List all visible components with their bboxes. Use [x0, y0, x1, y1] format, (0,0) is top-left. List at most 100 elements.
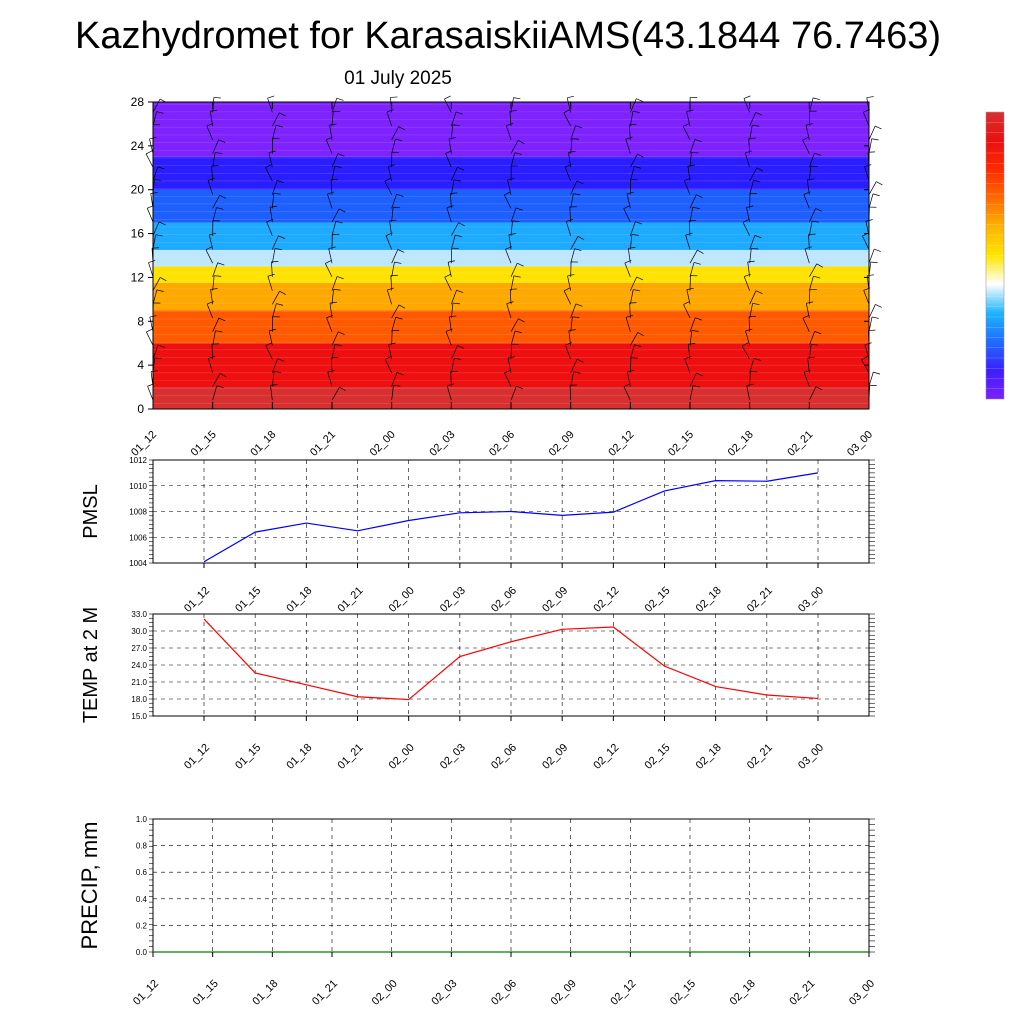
wind-barb: [565, 221, 572, 236]
x-tick-label: 01_18: [284, 585, 314, 615]
wind-barb: [749, 124, 753, 140]
wind-barb: [808, 220, 813, 236]
wind-barb-flag: [574, 248, 582, 251]
wind-barb: [809, 152, 815, 168]
wind-barb: [689, 385, 694, 401]
wind-barb-flag: [393, 206, 401, 209]
wind-barb: [510, 207, 517, 223]
wind-barb: [809, 331, 815, 346]
wind-barb-flag: [753, 358, 761, 361]
wind-barb: [391, 249, 399, 264]
wind-barb-flag: [329, 301, 337, 304]
wind-barb-flag: [452, 124, 460, 126]
wind-barb: [627, 371, 631, 387]
wind-barb: [630, 98, 637, 113]
wind-barb-flag: [333, 110, 341, 113]
wind-barb-flag: [389, 219, 397, 222]
wind-barb-flag: [396, 193, 404, 197]
wind-barb-flag: [217, 262, 225, 266]
wind-barb: [331, 276, 338, 291]
wind-barb: [271, 371, 275, 387]
wind-barb: [689, 317, 696, 332]
wind-barb-flag: [517, 140, 525, 144]
wind-barb-flag: [339, 386, 346, 391]
wind-barb-flag: [456, 111, 463, 115]
wind-barb-flag: [336, 276, 344, 280]
wind-barb-flag: [631, 234, 639, 236]
x-tick-label: 02_06: [489, 742, 519, 772]
x-tick-label: 02_12: [608, 978, 638, 1008]
wind-barb-flag: [742, 342, 749, 347]
wind-barb: [625, 317, 631, 332]
wind-barb: [152, 98, 161, 113]
y-tick-label: 0: [137, 402, 144, 416]
x-tick-label: 01_18: [248, 429, 278, 459]
x-tick-label: 01_15: [191, 978, 221, 1008]
wind-barb-flag: [150, 192, 158, 194]
wind-barb: [271, 303, 277, 319]
wind-barb: [861, 359, 870, 373]
wind-barb: [684, 358, 691, 373]
wind-barb-flag: [446, 205, 454, 209]
wind-barb: [448, 138, 452, 154]
wind-barb: [688, 220, 691, 236]
wind-barb: [206, 303, 213, 319]
wind-barb-flag: [513, 97, 521, 100]
y-tick-label: 0.6: [136, 868, 148, 877]
wind-barb: [508, 234, 512, 250]
profile-band: [153, 222, 869, 251]
wind-barb-flag: [151, 370, 159, 372]
wind-barb-flag: [636, 276, 644, 281]
wind-barb: [689, 152, 692, 168]
wind-barb: [390, 275, 393, 291]
wind-barb: [445, 331, 452, 346]
x-tick-label: 02_18: [726, 429, 756, 459]
wind-barb-flag: [214, 275, 222, 277]
wind-barb-flag: [205, 246, 213, 251]
wind-barb-flag: [327, 369, 335, 373]
series-line: [203, 618, 819, 701]
profile-band: [153, 282, 869, 311]
wind-barb: [209, 111, 214, 127]
wind-barb: [689, 249, 698, 264]
y-tick-label: 8: [137, 314, 144, 328]
wind-barb-flag: [695, 317, 702, 321]
wind-barb: [212, 275, 215, 291]
wind-barb-flag: [394, 261, 402, 264]
wind-barb-flag: [563, 109, 571, 114]
wind-barb: [325, 263, 333, 278]
y-tick-label: 1004: [129, 559, 147, 568]
wind-barb-flag: [444, 95, 451, 100]
wind-barb: [570, 180, 578, 195]
x-tick-label: 01_21: [310, 978, 340, 1008]
wind-barb: [510, 386, 517, 401]
wind-barb: [805, 125, 810, 140]
wind-barb: [271, 261, 273, 277]
wind-barb: [686, 289, 691, 305]
wind-barb-flag: [874, 248, 881, 252]
y-tick-label: 1012: [129, 456, 147, 465]
wind-barb: [212, 207, 217, 223]
wind-barb: [510, 344, 512, 360]
wind-barb-flag: [697, 249, 704, 254]
wind-barb-flag: [743, 95, 751, 99]
wind-barb: [331, 208, 340, 223]
wind-barb: [265, 345, 273, 360]
wind-barb: [451, 167, 458, 182]
wind-barb-flag: [506, 301, 514, 304]
y-tick-label: 0.8: [136, 842, 148, 851]
wind-barb: [629, 302, 631, 319]
y-tick-label: 33.0: [131, 610, 147, 619]
wind-barb-flag: [636, 98, 643, 102]
wind-barb: [211, 165, 214, 181]
wind-barb: [330, 357, 333, 373]
y-tick-label: 1006: [129, 533, 147, 542]
wind-barb-flag: [870, 261, 878, 264]
wind-barb: [268, 152, 273, 168]
wind-barb: [445, 153, 452, 168]
wind-barb-flag: [802, 136, 810, 141]
wind-barb-flag: [566, 219, 574, 222]
wind-barb-flag: [755, 290, 763, 294]
x-tick-label: 03_00: [796, 585, 826, 615]
wind-barb-flag: [506, 123, 514, 126]
